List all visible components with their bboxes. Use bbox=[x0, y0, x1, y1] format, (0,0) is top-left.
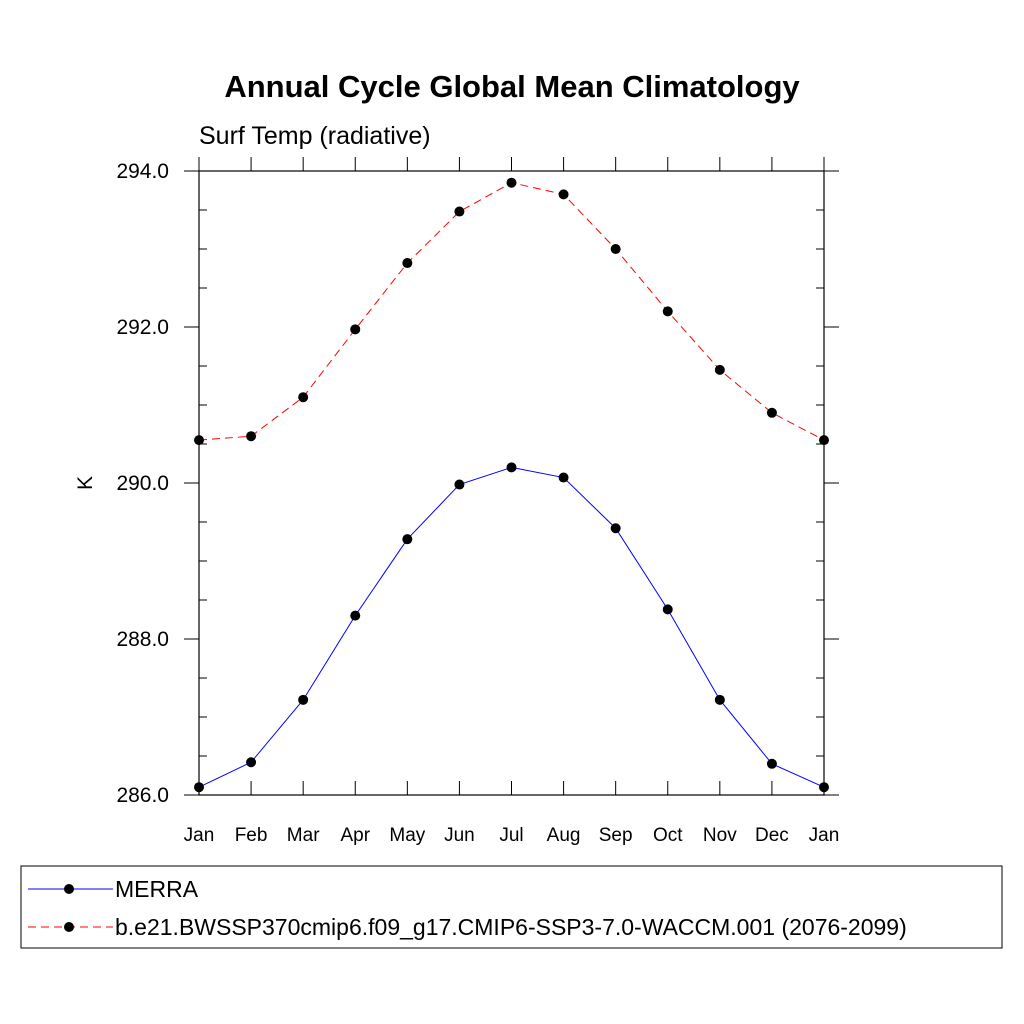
plot-frame bbox=[198, 170, 825, 796]
x-tick-label: Apr bbox=[340, 825, 370, 846]
series-1-point bbox=[402, 534, 413, 545]
legend-box bbox=[20, 865, 1003, 949]
series-2-point bbox=[194, 435, 204, 446]
series-1-point bbox=[819, 782, 829, 793]
series-1-point bbox=[298, 694, 309, 705]
axes: Jan Feb Mar Apr May Jun Jul Aug Sep Oct Nov Dec Jan 2… bbox=[116, 157, 839, 846]
series-1-point bbox=[558, 472, 569, 483]
x-tick-label: Nov bbox=[703, 825, 737, 846]
x-tick-label: Sep bbox=[599, 825, 633, 846]
x-tick-label: Jan bbox=[184, 825, 215, 846]
legend: MERRA b.e21.BWSSP370cmip6.f09_g17.CMIP6-S… bbox=[28, 876, 907, 940]
x-tick-label: Jan bbox=[809, 825, 840, 846]
y-tick-label: 288.0 bbox=[116, 628, 169, 651]
x-tick-label: May bbox=[389, 825, 425, 846]
series-2-point bbox=[402, 258, 413, 269]
series-1-point bbox=[350, 610, 361, 621]
series-layer bbox=[194, 177, 829, 793]
series-2-point bbox=[454, 206, 465, 217]
series-2-point bbox=[819, 435, 829, 446]
series-1-point bbox=[662, 604, 673, 615]
y-axis-label: K bbox=[74, 476, 97, 490]
series-2-point bbox=[558, 189, 569, 200]
series-2-point bbox=[610, 244, 621, 254]
series-2-point bbox=[350, 324, 361, 335]
series-1-point bbox=[194, 782, 204, 793]
series-1-point bbox=[454, 479, 465, 490]
series-2-point bbox=[298, 392, 309, 403]
legend-label-2: b.e21.BWSSP370cmip6.f09_g17.CMIP6-SSP3-7… bbox=[115, 914, 907, 940]
series-2-point bbox=[662, 306, 673, 317]
legend-label-1: MERRA bbox=[115, 876, 199, 902]
x-tick-label: Jun bbox=[444, 825, 475, 846]
series-1-point bbox=[506, 462, 517, 473]
series-line-2 bbox=[198, 182, 825, 441]
y-tick-label: 290.0 bbox=[116, 472, 169, 495]
legend-marker-1 bbox=[64, 884, 74, 894]
y-tick-label: 292.0 bbox=[116, 316, 169, 339]
chart-subtitle: Surf Temp (radiative) bbox=[199, 122, 431, 150]
series-1-point bbox=[714, 694, 725, 705]
series-line-1 bbox=[198, 466, 825, 788]
series-1-point bbox=[766, 758, 777, 769]
x-tick-label: Oct bbox=[653, 825, 683, 846]
series-2-point bbox=[766, 407, 777, 418]
y-tick-label: 286.0 bbox=[116, 784, 169, 807]
x-tick-label: Aug bbox=[547, 825, 581, 846]
series-2-point bbox=[506, 177, 517, 188]
chart-title: Annual Cycle Global Mean Climatology bbox=[224, 69, 800, 104]
x-tick-label: Feb bbox=[235, 825, 268, 846]
series-1-point bbox=[610, 523, 621, 534]
series-2-point bbox=[246, 431, 257, 442]
series-1-point bbox=[246, 757, 257, 768]
series-2-point bbox=[714, 364, 725, 375]
x-tick-label: Jul bbox=[499, 825, 523, 846]
x-tick-label: Dec bbox=[755, 825, 789, 846]
x-tick-label: Mar bbox=[287, 825, 320, 846]
legend-marker-2 bbox=[64, 922, 74, 932]
y-tick-label: 294.0 bbox=[116, 160, 169, 183]
